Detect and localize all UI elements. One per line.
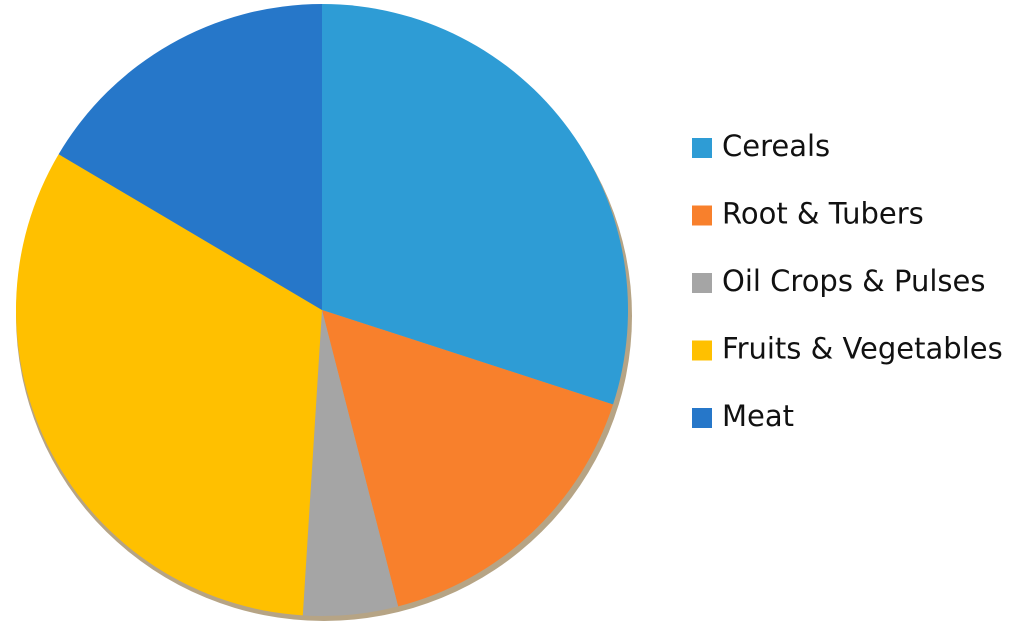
legend-label: Cereals: [722, 129, 830, 163]
legend-label: Fruits & Vegetables: [722, 332, 1003, 366]
legend-swatch: [692, 273, 712, 293]
legend-swatch: [692, 340, 712, 361]
legend-swatch: [692, 138, 712, 158]
legend-swatch: [692, 408, 712, 428]
pie-slice: [322, 4, 628, 405]
pie-slice: [302, 310, 399, 616]
legend-label: Oil Crops & Pulses: [722, 264, 985, 298]
pie-slice: [322, 310, 614, 607]
pie-slice: [58, 4, 322, 310]
legend-label: Meat: [722, 399, 794, 433]
pie-slice: [15, 154, 322, 616]
legend-swatch: [692, 205, 712, 226]
legend-label: Root & Tubers: [722, 197, 924, 231]
